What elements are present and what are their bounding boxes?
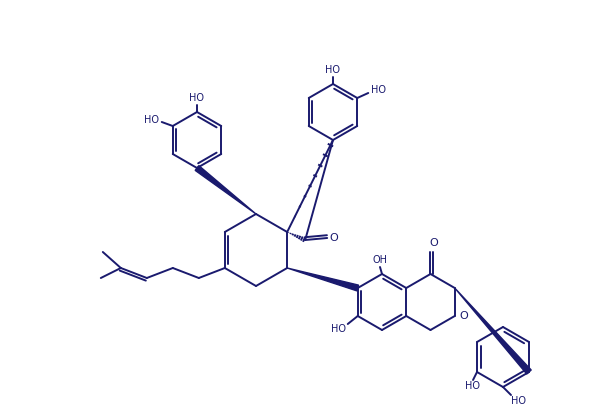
- Polygon shape: [287, 268, 359, 291]
- Text: HO: HO: [371, 85, 386, 95]
- Text: HO: HO: [511, 396, 525, 406]
- Text: HO: HO: [325, 65, 340, 75]
- Text: HO: HO: [465, 381, 480, 391]
- Polygon shape: [455, 288, 531, 374]
- Text: O: O: [330, 233, 339, 243]
- Text: O: O: [459, 311, 468, 321]
- Text: HO: HO: [144, 115, 159, 125]
- Polygon shape: [195, 166, 256, 214]
- Text: HO: HO: [189, 93, 205, 103]
- Text: HO: HO: [331, 324, 346, 334]
- Text: OH: OH: [372, 255, 387, 265]
- Text: O: O: [429, 238, 438, 248]
